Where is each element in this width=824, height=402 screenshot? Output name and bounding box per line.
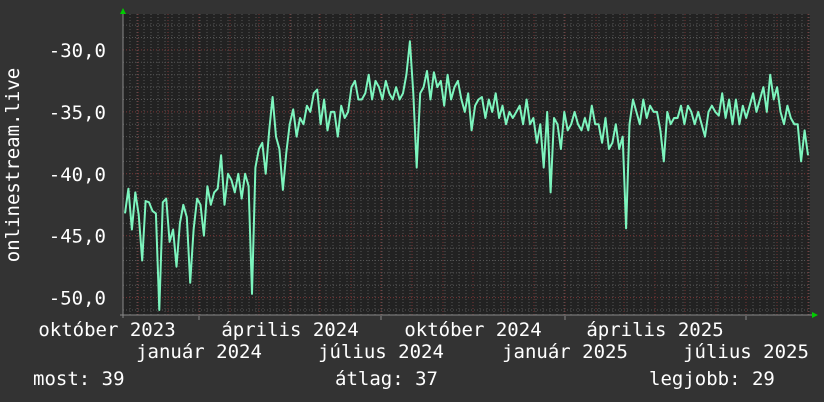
x-tick-label: április 2025 <box>586 319 723 341</box>
x-tick-label: január 2024 <box>136 341 262 363</box>
x-tick-label: július 2024 <box>318 341 444 363</box>
y-axis-ticks: -30,0 -35,0 -40,0 -45,0 -50,0 <box>49 40 106 310</box>
x-tick-label: január 2025 <box>502 341 628 363</box>
series-line <box>124 40 809 311</box>
legend-current: most: 39 <box>33 368 125 390</box>
legend-best: legjobb: 29 <box>649 368 775 390</box>
x-tick-label: október 2024 <box>404 319 541 341</box>
x-axis-arrow-icon <box>812 312 818 318</box>
y-axis-arrow-icon <box>120 8 126 14</box>
x-tick-label: október 2023 <box>38 319 175 341</box>
y-tick-label: -35,0 <box>49 102 106 124</box>
y-axis-title: onlinestream.live <box>2 68 24 262</box>
y-tick-label: -45,0 <box>49 226 106 248</box>
legend-average: átlag: 37 <box>335 368 438 390</box>
x-tick-label: április 2024 <box>221 319 358 341</box>
y-tick-label: -50,0 <box>49 288 106 310</box>
x-tick-label: július 2025 <box>683 341 809 363</box>
y-tick-label: -40,0 <box>49 164 106 186</box>
y-tick-label: -30,0 <box>49 40 106 62</box>
